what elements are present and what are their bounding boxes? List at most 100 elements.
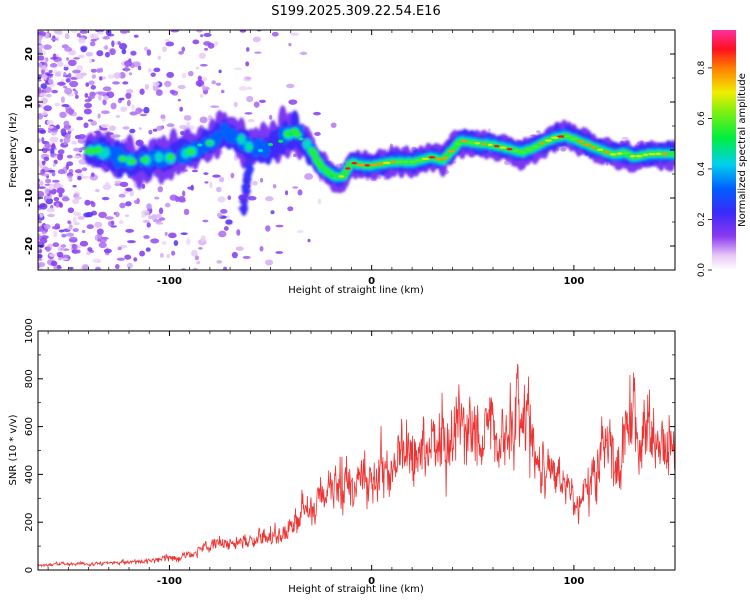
heatmap-noise-cell	[254, 51, 262, 54]
heatmap-noise-cell	[164, 81, 172, 85]
heatmap-noise-cell	[50, 38, 59, 41]
heatmap-peak-cell	[267, 142, 274, 147]
heatmap-noise-cell	[74, 212, 82, 217]
heatmap-noise-cell	[38, 55, 45, 61]
heatmap-noise-cell	[299, 51, 308, 56]
heatmap-noise-cell	[81, 175, 91, 180]
heatmap-ridge-cell	[283, 130, 292, 138]
heatmap-noise-cell	[154, 196, 160, 200]
heatmap-noise-cell	[53, 230, 58, 238]
heatmap-noise-cell	[108, 125, 117, 131]
heatmap-noise-cell	[307, 238, 311, 243]
heatmap-peak-cell	[298, 137, 304, 141]
heatmap-peak-cell	[376, 162, 384, 166]
heatmap-noise-cell	[94, 188, 100, 193]
heatmap-peak-cell	[487, 143, 493, 147]
heatmap-noise-cell	[74, 90, 78, 96]
heatmap-noise-cell	[145, 247, 151, 252]
heatmap-noise-cell	[125, 228, 134, 233]
heatmap-noise-cell	[126, 262, 133, 269]
heatmap-noise-cell	[199, 63, 208, 67]
heatmap-noise-cell	[116, 257, 125, 261]
heatmap-peak-cell	[370, 163, 378, 167]
heatmap-noise-cell	[150, 72, 156, 77]
heatmap-peak-cell	[582, 143, 592, 146]
heatmap-noise-cell	[133, 199, 140, 204]
heatmap-noise-cell	[114, 180, 123, 184]
heatmap-noise-cell	[63, 71, 67, 78]
heatmap-noise-cell	[131, 104, 135, 111]
heatmap-noise-cell	[195, 79, 205, 87]
heatmap-noise-cell	[86, 224, 94, 230]
heatmap-noise-cell	[38, 103, 41, 108]
heatmap-noise-cell	[171, 250, 176, 256]
heatmap-ridge-cell	[212, 130, 222, 147]
heatmap-noise-cell	[87, 95, 95, 100]
heatmap-noise-cell	[90, 120, 97, 126]
heatmap-noise-cell	[127, 240, 136, 244]
heatmap-noise-cell	[69, 80, 79, 88]
heatmap-ridge-cell	[118, 155, 127, 162]
heatmap-spur-cell	[241, 208, 247, 216]
heatmap-noise-cell	[95, 266, 101, 270]
heatmap-noise-cell	[226, 215, 230, 219]
snr-x-tick-label: 100	[563, 576, 584, 587]
heatmap-noise-cell	[94, 234, 98, 241]
heatmap-noise-cell	[38, 44, 45, 49]
heatmap-noise-cell	[230, 172, 235, 179]
heatmap-noise-cell	[195, 66, 199, 70]
heatmap-ridge-cell	[668, 150, 675, 157]
heatmap-x-tick-label: 0	[368, 276, 375, 287]
heatmap-y-tick-label: 20	[24, 47, 35, 61]
heatmap-peak-cell	[569, 137, 579, 141]
heatmap-peak-cell	[345, 167, 351, 170]
heatmap-noise-cell	[54, 102, 60, 107]
heatmap-noise-cell	[110, 220, 115, 226]
heatmap-noise-cell	[139, 250, 146, 257]
heatmap-noise-cell	[183, 115, 192, 121]
heatmap-noise-cell	[233, 101, 238, 108]
heatmap-noise-cell	[140, 214, 146, 218]
heatmap-noise-cell	[63, 66, 69, 71]
heatmap-noise-cell	[190, 249, 198, 257]
heatmap-noise-cell	[217, 196, 226, 203]
heatmap-noise-cell	[49, 63, 58, 68]
heatmap-noise-cell	[199, 116, 208, 124]
heatmap-noise-cell	[104, 182, 111, 188]
heatmap-noise-cell	[67, 59, 77, 67]
heatmap-noise-cell	[112, 134, 121, 138]
heatmap-noise-cell	[125, 187, 133, 192]
heatmap-ridge-cell	[127, 158, 137, 165]
heatmap-noise-cell	[234, 67, 243, 71]
heatmap-noise-cell	[71, 30, 78, 34]
heatmap-noise-cell	[60, 244, 67, 248]
heatmap-noise-cell	[170, 30, 180, 33]
heatmap-noise-cell	[146, 222, 151, 228]
heatmap-peak-cell	[454, 142, 461, 145]
heatmap-noise-cell	[143, 106, 150, 114]
heatmap-noise-cell	[194, 255, 200, 261]
heatmap-noise-cell	[57, 81, 66, 86]
heatmap-peak-cell	[635, 154, 643, 158]
colorbar-tick-label: 0.4	[697, 162, 707, 177]
heatmap-peak-cell	[525, 148, 533, 151]
heatmap-ridge-cell	[309, 152, 319, 158]
heatmap-noise-cell	[102, 35, 110, 40]
heatmap-noise-cell	[102, 99, 107, 106]
heatmap-noise-cell	[42, 148, 52, 151]
heatmap-noise-cell	[52, 53, 57, 60]
heatmap-ridge-cell	[229, 128, 239, 145]
heatmap-noise-cell	[112, 81, 120, 85]
chart-title: S199.2025.309.22.54.E16	[271, 4, 440, 19]
heatmap-noise-cell	[111, 40, 115, 48]
heatmap-noise-cell	[66, 161, 74, 167]
heatmap-noise-cell	[317, 198, 322, 205]
heatmap-noise-cell	[86, 251, 91, 256]
heatmap-noise-cell	[203, 172, 209, 176]
heatmap-noise-cell	[38, 48, 43, 54]
heatmap-noise-cell	[152, 84, 159, 92]
heatmap-noise-cell	[61, 196, 70, 202]
heatmap-noise-cell	[97, 94, 102, 101]
heatmap-halo-cell	[383, 177, 386, 181]
heatmap-noise-cell	[150, 238, 160, 244]
